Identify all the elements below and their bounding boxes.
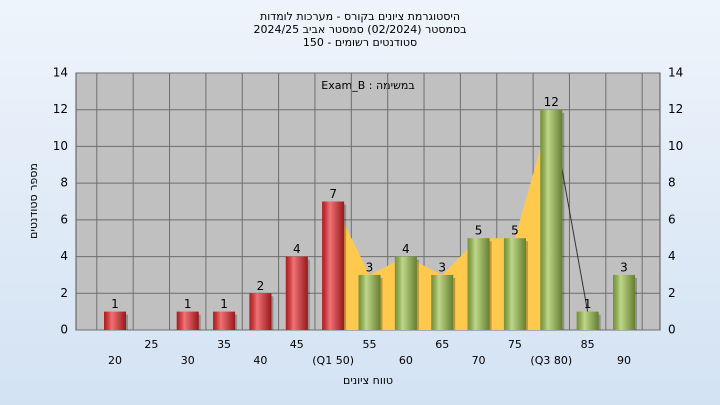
- data-label: 1: [111, 297, 119, 311]
- x-tick-label: (Q3 80): [530, 354, 572, 367]
- bar-shine: [503, 238, 526, 330]
- y2-tick-label: 6: [668, 212, 676, 226]
- data-label: 1: [220, 297, 228, 311]
- data-label: 2: [257, 279, 265, 293]
- y2-tick-label: 4: [668, 249, 676, 263]
- x-tick-label: 70: [472, 354, 486, 367]
- bar-shine: [104, 311, 126, 330]
- y-tick-label: 6: [60, 212, 68, 226]
- data-label: 3: [366, 260, 374, 274]
- annotation: Exam_B : במשימה: [321, 79, 414, 92]
- bar-shine: [576, 311, 599, 330]
- bar-shine: [249, 293, 272, 330]
- y-tick-label: 12: [53, 102, 68, 116]
- x-tick-label: 20: [108, 354, 122, 367]
- x-tick-label: (Q1 50): [312, 354, 354, 367]
- bar-shine: [358, 274, 381, 330]
- data-label: 5: [475, 224, 483, 238]
- chart-title: היסטוגרמת ציונים בקורס - מערכות לומדות: [260, 10, 460, 23]
- x-tick-label: 55: [363, 338, 377, 351]
- data-label: 12: [544, 95, 559, 109]
- y2-tick-label: 14: [668, 66, 683, 80]
- x-tick-label: 85: [581, 338, 595, 351]
- y2-tick-label: 0: [668, 323, 676, 337]
- data-label: 7: [329, 187, 337, 201]
- bar-shine: [467, 238, 490, 330]
- y2-tick-label: 12: [668, 102, 683, 116]
- data-label: 1: [584, 297, 592, 311]
- y-tick-label: 10: [53, 139, 68, 153]
- x-tick-label: 35: [217, 338, 231, 351]
- x-tick-label: 25: [144, 338, 158, 351]
- bar-shine: [394, 256, 417, 330]
- y-tick-label: 2: [60, 286, 68, 300]
- bar-shine: [540, 109, 563, 330]
- quartile-area: [333, 109, 552, 330]
- x-tick-label: 75: [508, 338, 522, 351]
- y2-tick-label: 8: [668, 176, 676, 190]
- data-label: 4: [402, 242, 410, 256]
- area-layer: [76, 72, 660, 331]
- bar-shine: [176, 311, 199, 330]
- bar-shine: [285, 256, 308, 330]
- y-tick-label: 0: [60, 323, 68, 337]
- x-tick-label: 40: [253, 354, 267, 367]
- x-tick-label: 90: [617, 354, 631, 367]
- x-tick-label: 45: [290, 338, 304, 351]
- y-tick-label: 8: [60, 176, 68, 190]
- bar-shine: [213, 311, 236, 330]
- x-axis-label: טווח ציונים: [343, 374, 393, 387]
- chart-subtitle: סטודנטים רשומים - 150: [303, 36, 417, 49]
- data-label: 5: [511, 224, 519, 238]
- data-label: 3: [620, 260, 628, 274]
- y-tick-label: 14: [53, 66, 68, 80]
- bar-shine: [613, 274, 635, 330]
- y-axis-label: מספר סטודנטים: [27, 163, 40, 239]
- chart-subtitle: בסמסטר (02/2024) סמסטר אביב 2024/25: [253, 23, 466, 36]
- y2-tick-label: 10: [668, 139, 683, 153]
- data-label: 3: [438, 260, 446, 274]
- x-tick-label: 30: [181, 354, 195, 367]
- bar-shine: [431, 274, 454, 330]
- bar-shine: [322, 201, 345, 330]
- data-label: 4: [293, 242, 301, 256]
- x-tick-label: 60: [399, 354, 413, 367]
- y2-tick-label: 2: [668, 286, 676, 300]
- data-label: 1: [184, 297, 192, 311]
- x-tick-label: 65: [435, 338, 449, 351]
- y-tick-label: 4: [60, 249, 68, 263]
